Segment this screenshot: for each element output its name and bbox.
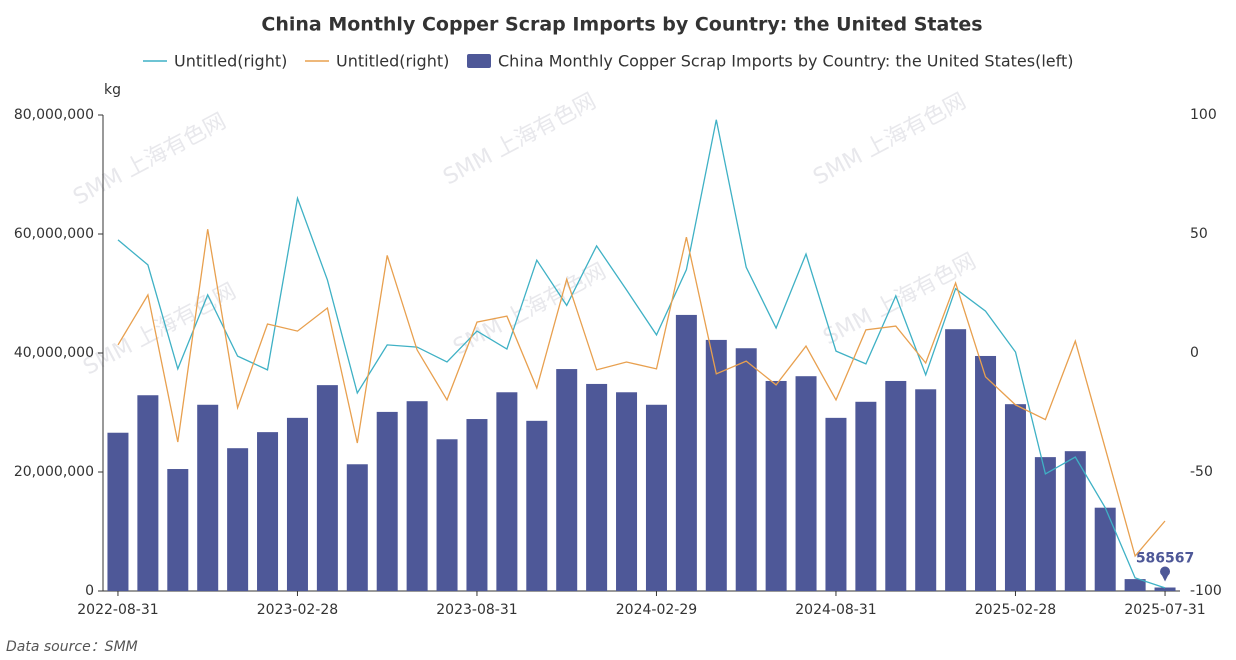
watermark: SMM 上海有色网 xyxy=(69,109,230,210)
bar xyxy=(885,380,907,591)
line xyxy=(117,229,1166,558)
bar xyxy=(526,420,548,591)
bar xyxy=(107,432,129,591)
bar xyxy=(1034,457,1056,591)
y-tick-label: 20,000,000 xyxy=(14,464,94,480)
bar xyxy=(1094,507,1116,591)
bar xyxy=(945,329,967,591)
bar xyxy=(137,395,159,591)
bar xyxy=(496,392,518,591)
bar xyxy=(1064,451,1086,591)
watermark: SMM 上海有色网 xyxy=(449,259,610,360)
x-tick-label: 2025-07-31 xyxy=(1124,602,1205,618)
bar xyxy=(616,392,638,591)
legend-label: Untitled(right) xyxy=(174,52,287,71)
y-tick-label: 80,000,000 xyxy=(14,107,94,123)
y2-tick-label: -100 xyxy=(1190,583,1222,599)
x-tick-label: 2025-02-28 xyxy=(975,602,1056,618)
bar xyxy=(197,404,219,591)
bar xyxy=(1154,587,1176,591)
bar xyxy=(586,383,608,591)
bar xyxy=(765,380,787,591)
bar xyxy=(855,401,877,591)
bar xyxy=(167,469,189,591)
y2-tick-label: 50 xyxy=(1190,226,1208,242)
bar xyxy=(257,432,279,591)
x-tick-label: 2023-02-28 xyxy=(257,602,338,618)
y-axis-label: kg xyxy=(104,82,121,98)
bar xyxy=(975,355,997,591)
bar xyxy=(556,369,578,591)
x-tick-label: 2024-08-31 xyxy=(795,602,876,618)
y2-tick-label: 0 xyxy=(1190,345,1199,361)
bar xyxy=(466,419,488,591)
bar xyxy=(346,464,368,591)
bar xyxy=(436,439,458,591)
bar xyxy=(795,376,817,591)
y-tick-label: 60,000,000 xyxy=(14,226,94,242)
data-label: 586567 xyxy=(1136,551,1194,567)
bar xyxy=(227,448,249,591)
bar xyxy=(406,401,428,591)
bar xyxy=(1124,579,1146,591)
legend-label: Untitled(right) xyxy=(336,52,449,71)
bar xyxy=(825,417,847,591)
x-tick-label: 2024-02-29 xyxy=(616,602,697,618)
y2-tick-label: 100 xyxy=(1190,107,1217,123)
source: Data source：SMM xyxy=(6,639,138,655)
x-tick-label: 2022-08-31 xyxy=(77,602,158,618)
marker-pin-tip xyxy=(1161,573,1170,582)
bar xyxy=(915,389,937,591)
y-tick-label: 40,000,000 xyxy=(14,345,94,361)
line xyxy=(117,119,1166,589)
x-tick-label: 2023-08-31 xyxy=(436,602,517,618)
bar xyxy=(645,404,667,591)
y2-tick-label: -50 xyxy=(1190,464,1213,480)
chart-title: China Monthly Copper Scrap Imports by Co… xyxy=(261,14,982,36)
bar xyxy=(1004,404,1026,591)
bar xyxy=(735,348,757,591)
legend-swatch xyxy=(467,54,491,68)
bar xyxy=(376,411,398,591)
bar xyxy=(286,417,308,591)
legend-label: China Monthly Copper Scrap Imports by Co… xyxy=(498,52,1074,71)
watermark: SMM 上海有色网 xyxy=(439,89,600,190)
bar xyxy=(705,339,727,591)
watermark: SMM 上海有色网 xyxy=(809,89,970,190)
y-tick-label: 0 xyxy=(85,583,94,599)
bar xyxy=(316,385,338,591)
bar xyxy=(675,314,697,591)
